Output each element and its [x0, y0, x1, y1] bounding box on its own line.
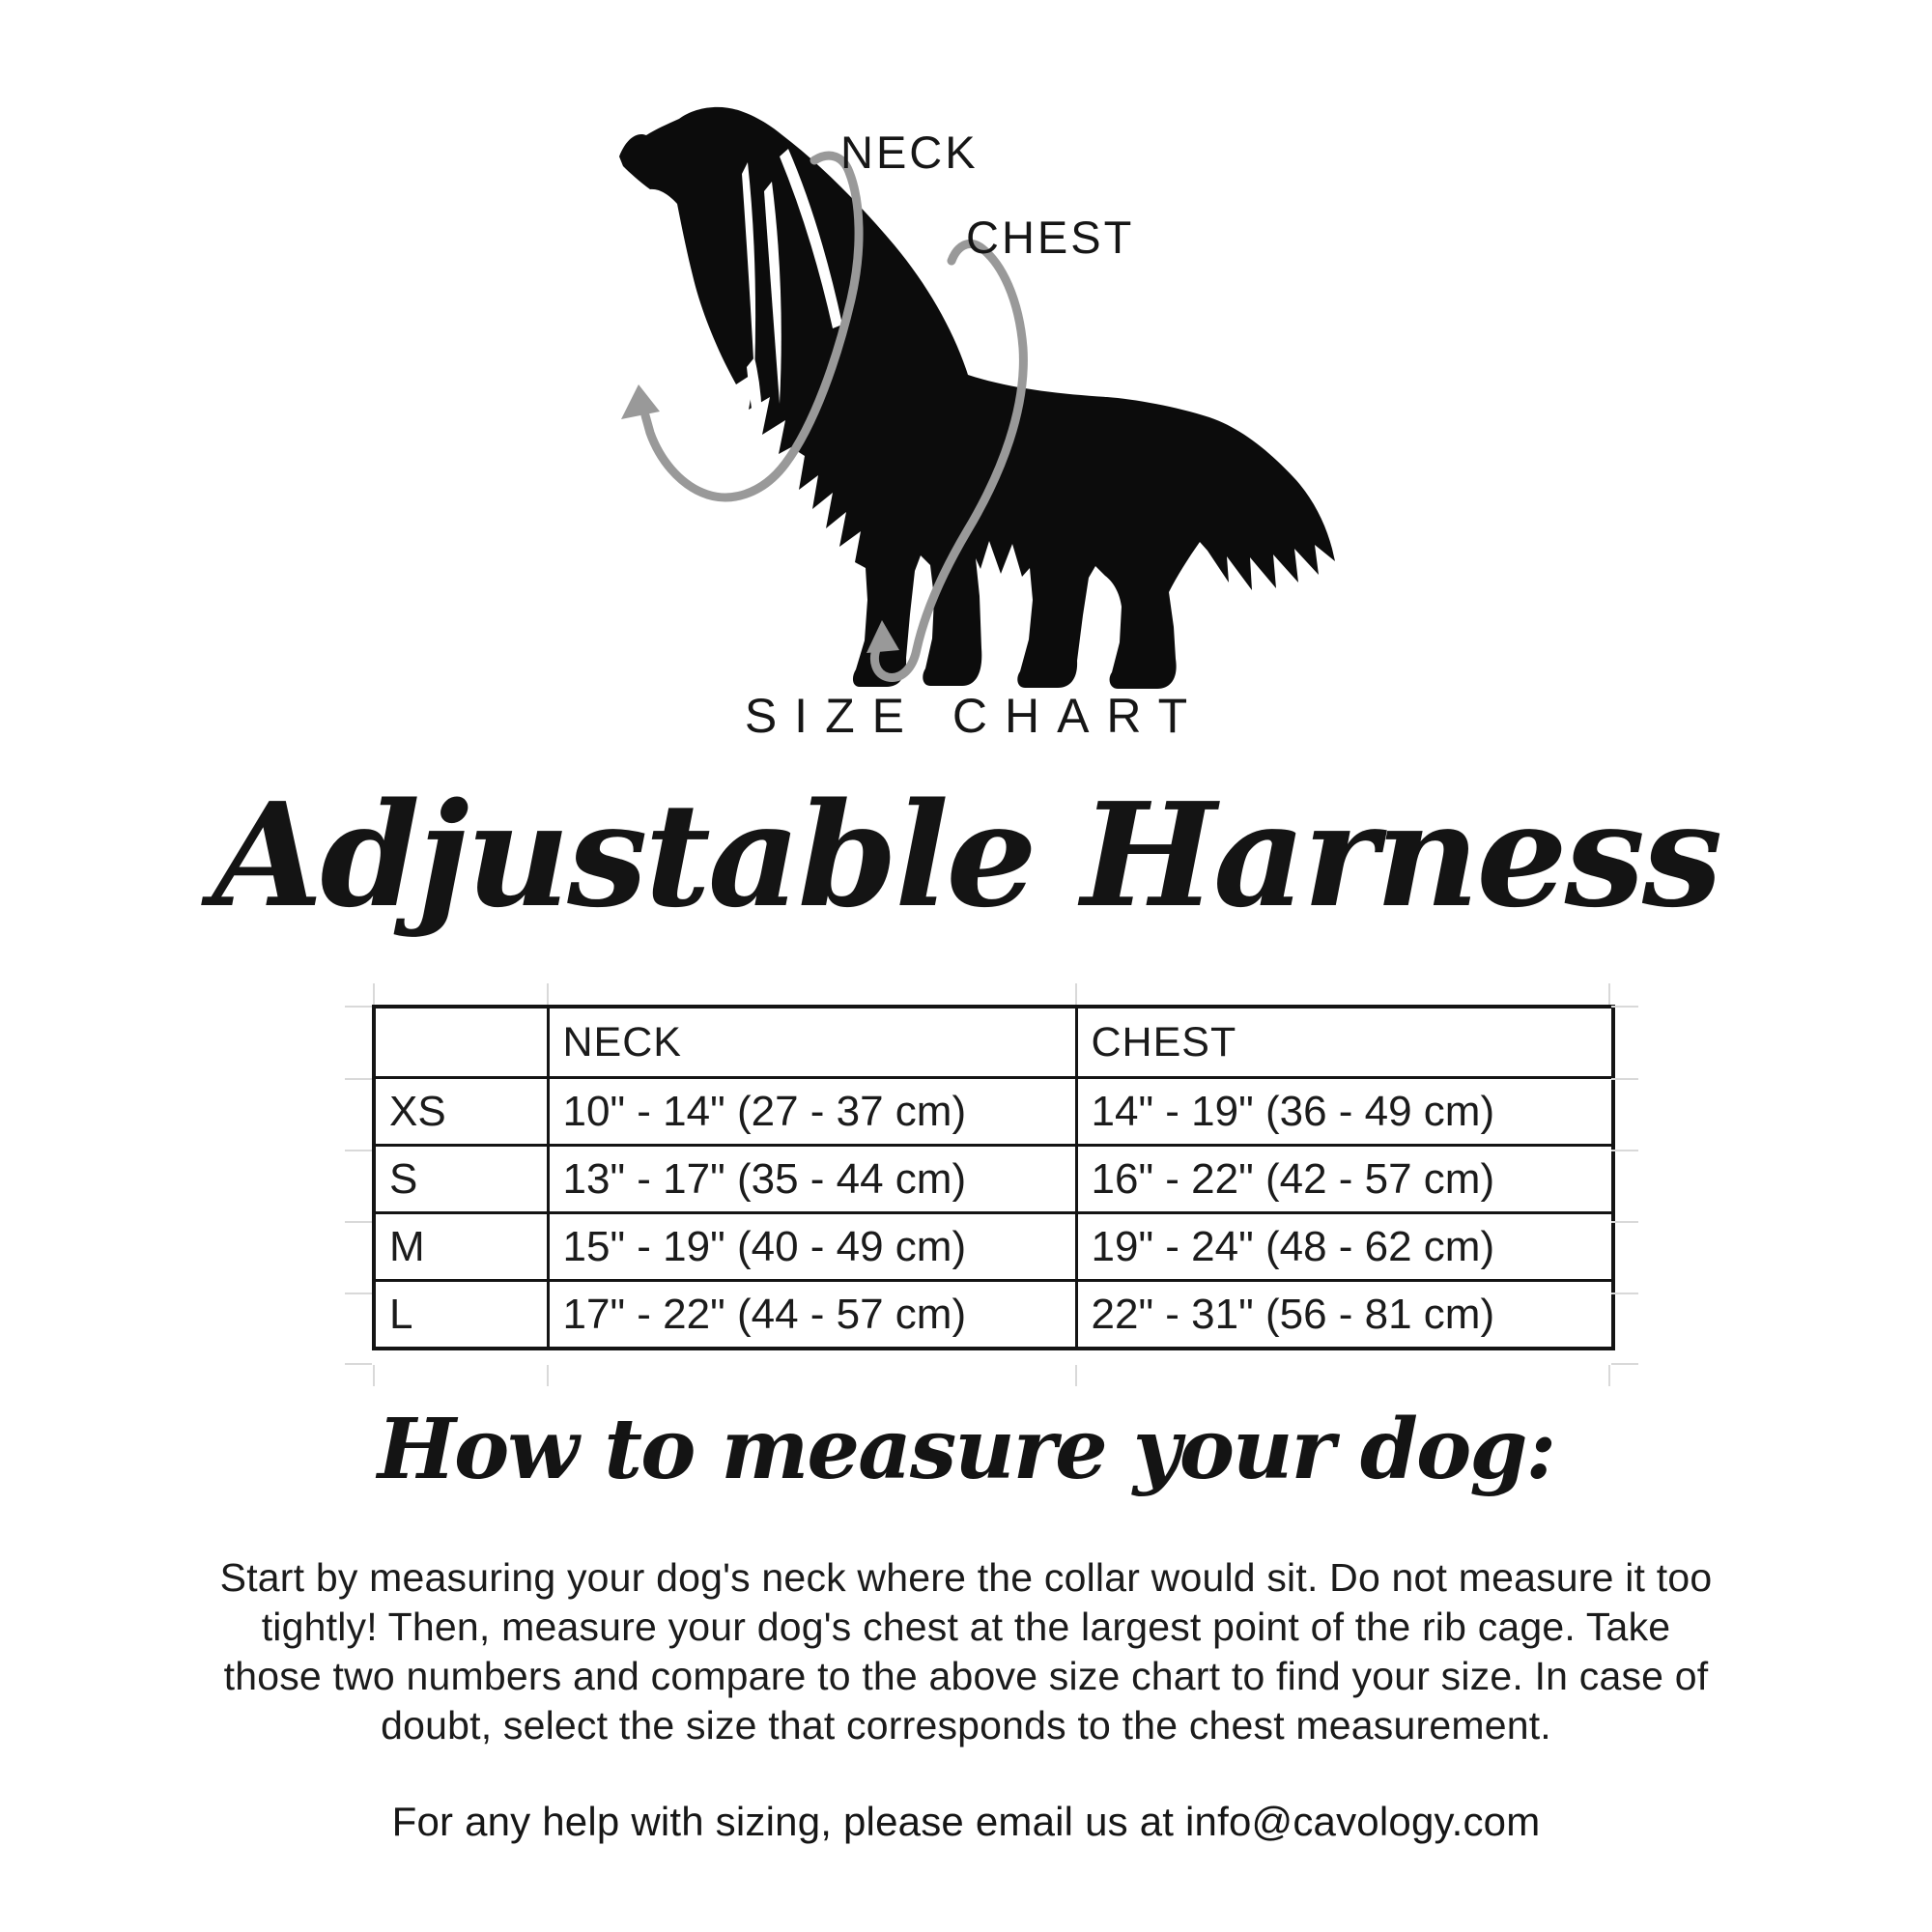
table-row-m: M 15" - 19" (40 - 49 cm) 19" - 24" (48 -… — [372, 1211, 1615, 1282]
chest-cell: 19" - 24" (48 - 62 cm) — [1074, 1211, 1615, 1282]
dog-measurement-diagram — [619, 106, 1335, 689]
neck-cell: 10" - 14" (27 - 37 cm) — [546, 1076, 1078, 1147]
gridline-stub — [345, 1293, 372, 1294]
neck-measurement-label: NECK — [840, 127, 979, 178]
gridline-stub — [1611, 1150, 1638, 1151]
gridline-stub — [373, 1365, 375, 1386]
chest-cell: 14" - 19" (36 - 49 cm) — [1074, 1076, 1615, 1147]
size-table-container: NECK CHEST XS 10" - 14" (27 - 37 cm) 14"… — [345, 983, 1638, 1386]
instructions-line: doubt, select the size that corresponds … — [381, 1703, 1551, 1747]
ear-neck-gap-highlight — [780, 149, 842, 328]
chest-cell: 16" - 22" (42 - 57 cm) — [1074, 1144, 1615, 1214]
how-to-measure-heading: How to measure your dog: — [377, 1401, 1556, 1498]
gridline-stub — [373, 983, 375, 1005]
gridline-stub — [547, 983, 549, 1005]
instructions-line: Start by measuring your dog's neck where… — [219, 1555, 1713, 1600]
ear-fringe-highlight — [764, 182, 781, 404]
size-cell: M — [372, 1211, 550, 1282]
instructions-line: tightly! Then, measure your dog's chest … — [261, 1605, 1671, 1649]
chest-arrowhead-icon — [867, 620, 899, 653]
gridline-stub — [1075, 983, 1077, 1005]
chest-measurement-label: CHEST — [966, 212, 1135, 263]
gridline-stub — [345, 1006, 372, 1008]
gridline-stub — [1611, 1363, 1638, 1365]
neck-column-header: NECK — [546, 1005, 1078, 1079]
gridline-stub — [1611, 1293, 1638, 1294]
product-title: Adjustable Harness — [212, 771, 1723, 939]
measuring-instructions: Start by measuring your dog's neck where… — [0, 1553, 1932, 1750]
gridline-stub — [345, 1363, 372, 1365]
gridline-stub — [547, 1365, 549, 1386]
neck-cell: 15" - 19" (40 - 49 cm) — [546, 1211, 1078, 1282]
neck-measure-arrow — [640, 151, 864, 502]
chest-cell: 22" - 31" (56 - 81 cm) — [1074, 1279, 1615, 1350]
gridline-stub — [1608, 1365, 1610, 1386]
chest-column-header: CHEST — [1074, 1005, 1615, 1079]
ear-fringe-highlight — [742, 162, 756, 377]
ear-fringe-highlight — [747, 357, 762, 468]
sizing-help-line: For any help with sizing, please email u… — [391, 1799, 1541, 1844]
gridline-stub — [1611, 1006, 1638, 1008]
neck-cell: 13" - 17" (35 - 44 cm) — [546, 1144, 1078, 1214]
gridline-stub — [1611, 1221, 1638, 1223]
table-row-s: S 13" - 17" (35 - 44 cm) 16" - 22" (42 -… — [372, 1144, 1615, 1214]
table-header-row: NECK CHEST — [372, 1005, 1615, 1079]
size-cell: S — [372, 1144, 550, 1214]
gridline-stub — [345, 1150, 372, 1151]
size-column-header — [372, 1005, 550, 1079]
neck-arrowhead-icon — [621, 384, 660, 419]
size-table: NECK CHEST XS 10" - 14" (27 - 37 cm) 14"… — [372, 1005, 1615, 1350]
gridline-stub — [1608, 983, 1610, 1005]
size-chart-heading: SIZE CHART — [744, 689, 1206, 743]
size-cell: L — [372, 1279, 550, 1350]
dog-silhouette — [619, 106, 1335, 689]
gridline-stub — [345, 1078, 372, 1080]
table-row-xs: XS 10" - 14" (27 - 37 cm) 14" - 19" (36 … — [372, 1076, 1615, 1147]
instructions-line: those two numbers and compare to the abo… — [223, 1654, 1709, 1698]
chest-measure-arrow — [870, 240, 1028, 682]
gridline-stub — [1075, 1365, 1077, 1386]
neck-cell: 17" - 22" (44 - 57 cm) — [546, 1279, 1078, 1350]
gridline-stub — [345, 1221, 372, 1223]
size-cell: XS — [372, 1076, 550, 1147]
table-row-l: L 17" - 22" (44 - 57 cm) 22" - 31" (56 -… — [372, 1279, 1615, 1350]
gridline-stub — [1611, 1078, 1638, 1080]
